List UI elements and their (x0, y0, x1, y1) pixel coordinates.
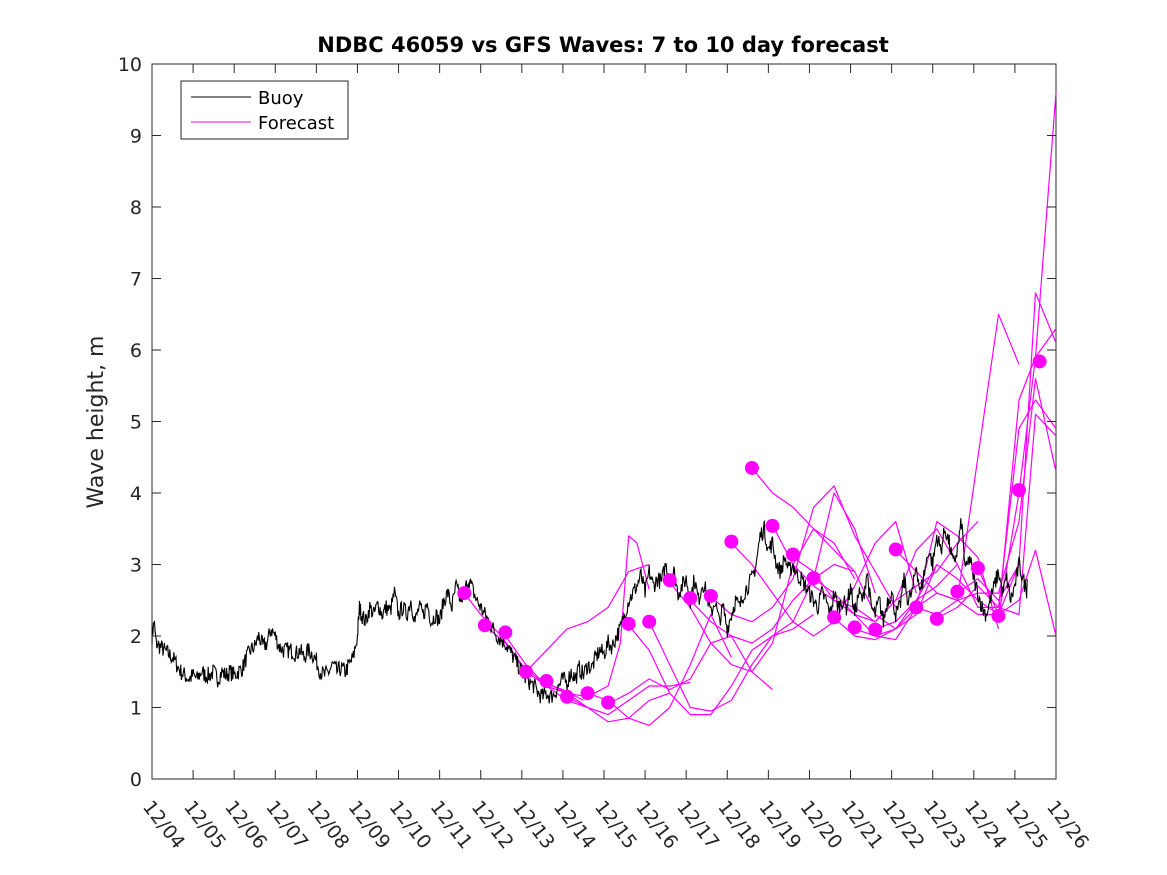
forecast-marker-16 (786, 547, 801, 562)
forecast-marker-13 (724, 534, 739, 549)
forecast-line-8 (628, 614, 814, 716)
forecast-line-14 (751, 467, 938, 630)
y-tick-label-10: 10 (118, 54, 142, 76)
forecast-line-12 (710, 485, 897, 623)
forecast-line-3 (525, 563, 650, 673)
forecast-line-17 (813, 521, 1000, 641)
axes-box (151, 63, 1057, 780)
forecast-marker-4 (539, 674, 554, 689)
forecast-marker-7 (601, 695, 616, 710)
forecast-marker-18 (827, 610, 842, 625)
forecast-marker-26 (991, 608, 1006, 623)
forecast-marker-11 (683, 591, 698, 606)
chart-title: NDBC 46059 vs GFS Waves: 7 to 10 day for… (317, 33, 888, 57)
forecast-line-23 (936, 413, 1057, 619)
plot-area (151, 63, 1057, 780)
forecast-marker-0 (457, 586, 472, 601)
axis-ticks (151, 63, 1057, 780)
y-axis-label: Wave height, m (84, 336, 109, 509)
forecast-marker-28 (1032, 354, 1047, 369)
forecast-line-7 (607, 635, 773, 705)
forecast-markers (457, 354, 1047, 710)
forecast-line-5 (566, 681, 691, 716)
legend-box (180, 80, 349, 140)
forecast-marker-5 (560, 689, 575, 704)
forecast-marker-21 (888, 542, 903, 557)
forecast-marker-20 (868, 622, 883, 637)
y-tick-label-3: 3 (130, 555, 142, 577)
legend-buoy-label: Buoy (258, 88, 304, 109)
forecast-marker-8 (621, 616, 636, 631)
forecast-line-26 (997, 92, 1057, 619)
y-tick-label-9: 9 (130, 126, 142, 148)
forecast-marker-12 (703, 588, 718, 603)
legend: Buoy Forecast (180, 80, 349, 140)
forecast-marker-14 (744, 460, 759, 475)
forecast-marker-2 (498, 625, 513, 640)
y-tick-label-7: 7 (130, 269, 142, 291)
forecast-marker-23 (929, 611, 944, 626)
forecast-marker-15 (765, 518, 780, 533)
y-tick-labels: 0 1 2 3 4 5 6 7 8 9 10 (118, 54, 142, 791)
legend-forecast-label: Forecast (258, 113, 334, 134)
forecast-marker-27 (1012, 483, 1027, 498)
y-tick-label-4: 4 (130, 483, 142, 505)
buoy-layer (151, 518, 1028, 704)
forecast-marker-3 (518, 664, 533, 679)
y-tick-label-8: 8 (130, 197, 142, 219)
y-tick-label-5: 5 (130, 412, 142, 434)
forecast-marker-10 (662, 573, 677, 588)
forecast-marker-19 (847, 620, 862, 635)
forecast-marker-17 (806, 571, 821, 586)
forecast-line-13 (730, 521, 917, 637)
y-tick-label-6: 6 (130, 340, 142, 362)
forecast-marker-6 (580, 686, 595, 701)
forecast-marker-25 (970, 561, 985, 576)
forecast-line-9 (648, 563, 855, 712)
forecast-line-2 (504, 535, 650, 698)
forecast-line-15 (771, 524, 958, 623)
forecast-marker-9 (642, 614, 657, 629)
forecast-marker-24 (950, 584, 965, 599)
y-tick-label-0: 0 (130, 769, 142, 791)
forecast-marker-1 (477, 618, 492, 633)
y-tick-label-1: 1 (130, 698, 142, 720)
forecast-marker-22 (909, 600, 924, 615)
buoy-line (151, 518, 1028, 704)
y-tick-label-2: 2 (130, 626, 142, 648)
forecast-line-22 (916, 378, 1057, 616)
